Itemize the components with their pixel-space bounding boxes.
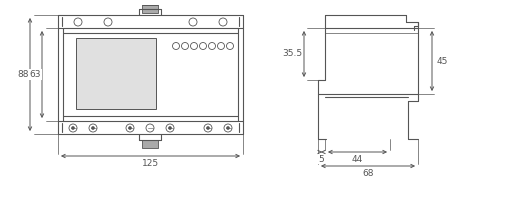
Text: 63: 63 xyxy=(29,70,41,79)
Bar xyxy=(142,140,158,148)
Circle shape xyxy=(128,126,131,129)
Text: 5: 5 xyxy=(319,155,324,163)
Circle shape xyxy=(72,126,75,129)
Text: 44: 44 xyxy=(352,155,363,163)
Circle shape xyxy=(207,126,209,129)
Bar xyxy=(76,38,156,109)
Text: 88: 88 xyxy=(17,70,29,79)
Text: 125: 125 xyxy=(142,160,159,169)
Circle shape xyxy=(226,126,229,129)
Bar xyxy=(142,5,158,13)
Circle shape xyxy=(169,126,172,129)
Text: 35.5: 35.5 xyxy=(282,49,302,58)
Circle shape xyxy=(92,126,94,129)
Text: 45: 45 xyxy=(436,57,448,66)
Text: 68: 68 xyxy=(362,169,374,178)
